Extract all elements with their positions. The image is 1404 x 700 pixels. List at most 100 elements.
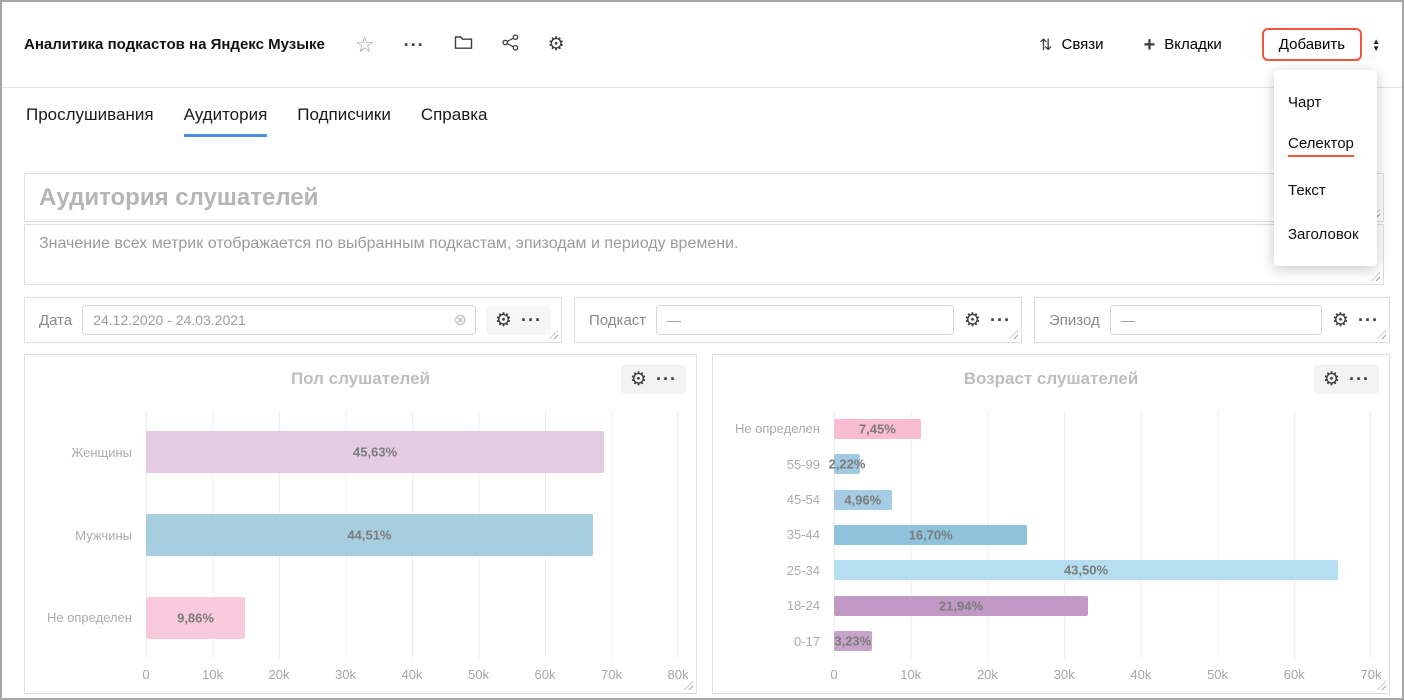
description-widget: Значение всех метрик отображается по выб… bbox=[24, 224, 1384, 285]
date-range-input[interactable]: 24.12.2020 - 24.03.2021 ⊗ bbox=[82, 305, 476, 335]
add-tab-link[interactable]: + Вкладки bbox=[1144, 35, 1222, 55]
clear-icon[interactable]: ⊗ bbox=[453, 312, 467, 329]
plot-track: 21,94% bbox=[834, 588, 1371, 624]
menu-item-heading[interactable]: Заголовок bbox=[1274, 212, 1377, 256]
folder-icon[interactable] bbox=[454, 35, 473, 54]
bar-value-label: 21,94% bbox=[938, 598, 983, 614]
bar[interactable]: 7,45% bbox=[834, 418, 921, 439]
menu-item-label: Чарт bbox=[1288, 93, 1322, 111]
tab-subscribers[interactable]: Подписчики bbox=[297, 105, 391, 124]
dashboard-tabs: Прослушивания Аудитория Подписчики Справ… bbox=[26, 105, 488, 137]
category-label: 45-54 bbox=[786, 492, 820, 508]
resize-handle[interactable] bbox=[549, 330, 558, 339]
x-axis-tick: 0 bbox=[142, 667, 150, 682]
filter-label: Подкаст bbox=[589, 311, 647, 329]
chart-row: Не определен 7,45% bbox=[723, 411, 1371, 447]
x-axis-tick: 50k bbox=[1207, 667, 1229, 682]
bar-value-label: 43,50% bbox=[1063, 562, 1109, 578]
gear-icon[interactable]: ⚙ bbox=[963, 309, 982, 331]
gear-icon[interactable]: ⚙ bbox=[1331, 309, 1350, 331]
resize-handle[interactable] bbox=[684, 681, 693, 690]
title-widget: Аудитория слушателей bbox=[24, 173, 1384, 222]
relations-label: Связи bbox=[1061, 36, 1104, 53]
axis-spacer bbox=[723, 659, 834, 687]
episode-filter-widget: Эпизод — ⚙ ··· bbox=[1034, 297, 1390, 343]
chart-rows: Не определен 7,45% 55-99 2,22% 45-54 4,96% 35-… bbox=[723, 411, 1371, 659]
axis-track: 0 10k 20k 30k 40k 50k 60k 70k 80k bbox=[142, 659, 688, 687]
bar[interactable]: 44,51% bbox=[146, 514, 593, 556]
chart-plot-area: Женщины 45,63% Мужчины 44,51% Не определен 9,… bbox=[35, 411, 688, 687]
more-dots-icon[interactable]: ··· bbox=[521, 310, 542, 330]
bar[interactable]: 43,50% bbox=[834, 560, 1338, 581]
gear-icon[interactable]: ⚙ bbox=[1322, 369, 1341, 390]
resize-handle[interactable] bbox=[1377, 681, 1386, 690]
up-down-arrows-icon: ⇅ bbox=[1039, 36, 1053, 54]
tabs-label: Вкладки bbox=[1164, 36, 1222, 53]
stepper-arrows-icon[interactable]: ▲ ▼ bbox=[1372, 36, 1380, 53]
more-actions-icon[interactable]: ··· bbox=[403, 34, 425, 55]
more-dots-icon[interactable]: ··· bbox=[1349, 369, 1370, 389]
plot-track: 43,50% bbox=[834, 552, 1371, 589]
resize-handle[interactable] bbox=[1377, 330, 1386, 339]
tab-audience[interactable]: Аудитория bbox=[183, 105, 268, 137]
chart-row: Не определен 9,86% bbox=[35, 576, 678, 660]
chart-title: Пол слушателей bbox=[290, 369, 431, 388]
axis-spacer bbox=[35, 659, 146, 687]
bar[interactable]: 3,23% bbox=[834, 631, 872, 652]
category-label: 55-99 bbox=[786, 456, 820, 472]
share-icon[interactable] bbox=[501, 34, 519, 55]
tab-help[interactable]: Справка bbox=[420, 105, 488, 124]
bar[interactable]: 21,94% bbox=[834, 595, 1088, 616]
settings-gear-icon[interactable]: ⚙ bbox=[547, 34, 565, 55]
category-label: Женщины bbox=[71, 444, 132, 460]
more-dots-icon[interactable]: ··· bbox=[990, 310, 1011, 330]
menu-item-text[interactable]: Текст bbox=[1274, 168, 1377, 212]
x-axis-tick: 70k bbox=[1360, 667, 1382, 682]
category-label: 0-17 bbox=[793, 633, 820, 649]
bar[interactable]: 45,63% bbox=[146, 431, 605, 474]
resize-handle[interactable] bbox=[1009, 330, 1018, 339]
add-dropdown-menu: Чарт Селектор Текст Заголовок bbox=[1274, 70, 1377, 266]
x-axis-tick: 70k bbox=[601, 667, 622, 682]
plot-track: 45,63% bbox=[146, 411, 678, 494]
bar[interactable]: 2,22% bbox=[829, 454, 865, 475]
x-axis-tick: 80k bbox=[667, 667, 689, 682]
chart-row: 55-99 2,22% bbox=[723, 446, 1371, 482]
episode-select[interactable]: — bbox=[1109, 305, 1322, 335]
plot-track: 9,86% bbox=[146, 576, 678, 660]
x-axis-tick: 30k bbox=[335, 667, 356, 682]
menu-item-selector[interactable]: Селектор bbox=[1274, 124, 1377, 168]
chart-rows: Женщины 45,63% Мужчины 44,51% Не определен 9,… bbox=[35, 411, 678, 660]
gear-icon[interactable]: ⚙ bbox=[629, 369, 648, 390]
chart-row: Мужчины 44,51% bbox=[35, 493, 678, 577]
description-text: Значение всех метрик отображается по выб… bbox=[39, 235, 739, 252]
tab-listens[interactable]: Прослушивания bbox=[26, 105, 154, 124]
podcast-select-value: — bbox=[667, 312, 682, 328]
relations-link[interactable]: ⇅ Связи bbox=[1039, 35, 1103, 55]
gear-icon[interactable]: ⚙ bbox=[494, 309, 513, 331]
x-axis-tick: 10k bbox=[900, 667, 922, 682]
more-dots-icon[interactable]: ··· bbox=[656, 369, 677, 389]
bar[interactable]: 4,96% bbox=[834, 489, 892, 510]
add-button[interactable]: Добавить bbox=[1261, 28, 1363, 61]
header: Аналитика подкастов на Яндекс Музыке ☆ ·… bbox=[2, 2, 1402, 88]
date-range-value: 24.12.2020 - 24.03.2021 bbox=[93, 312, 246, 328]
bar[interactable]: 9,86% bbox=[146, 596, 246, 639]
bar[interactable]: 16,70% bbox=[834, 524, 1028, 545]
x-axis-tick: 40k bbox=[401, 667, 423, 682]
x-axis: 0 10k 20k 30k 40k 50k 60k 70k bbox=[723, 659, 1381, 687]
header-actions: ⇅ Связи + Вкладки Добавить ▲ ▼ bbox=[1039, 28, 1380, 61]
favorite-star-icon[interactable]: ☆ bbox=[354, 31, 375, 57]
podcast-select[interactable]: — bbox=[656, 305, 954, 335]
menu-item-chart[interactable]: Чарт bbox=[1274, 80, 1377, 124]
filter-actions: ⚙ ··· bbox=[1332, 311, 1379, 330]
menu-item-label: Селектор bbox=[1288, 135, 1354, 157]
chart-actions: ⚙ ··· bbox=[1313, 365, 1379, 394]
resize-handle[interactable] bbox=[1371, 272, 1380, 281]
more-dots-icon[interactable]: ··· bbox=[1358, 310, 1379, 330]
age-chart-widget: Возраст слушателей ⚙ ··· Не определен 7,4… bbox=[712, 354, 1390, 694]
filter-actions: ⚙ ··· bbox=[964, 311, 1011, 330]
category-label: Не определен bbox=[46, 610, 132, 626]
category-label: Мужчины bbox=[75, 527, 132, 543]
bar-value-label: 45,63% bbox=[353, 444, 398, 460]
